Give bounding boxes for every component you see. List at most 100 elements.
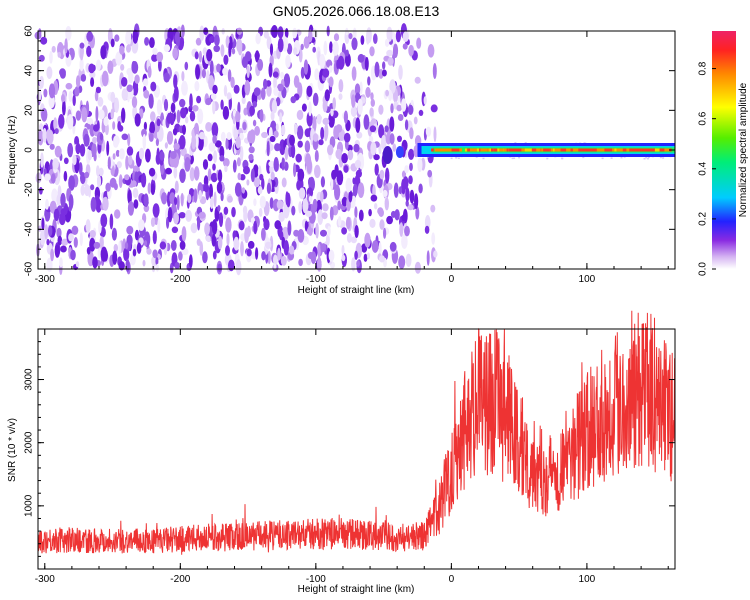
noise-speckle xyxy=(248,153,254,161)
noise-speckle xyxy=(320,229,327,237)
noise-speckle xyxy=(404,225,410,237)
noise-speckle xyxy=(142,134,147,150)
noise-speckle xyxy=(194,80,200,92)
noise-speckle xyxy=(207,168,212,181)
noise-speckle xyxy=(150,183,156,196)
noise-speckle xyxy=(306,111,313,127)
noise-speckle xyxy=(341,196,348,207)
noise-speckle xyxy=(337,216,342,227)
x-tick-label: 100 xyxy=(579,574,596,585)
noise-speckle xyxy=(329,206,334,221)
noise-speckle xyxy=(126,225,134,235)
noise-speckle xyxy=(67,142,74,158)
noise-speckle xyxy=(179,240,186,250)
noise-speckle xyxy=(216,63,221,73)
noise-speckle xyxy=(118,240,122,255)
noise-speckle xyxy=(389,241,397,252)
noise-speckle xyxy=(152,230,157,245)
snr-frame xyxy=(37,328,676,570)
band-speckle xyxy=(659,156,662,159)
noise-speckle xyxy=(208,142,216,152)
noise-speckle xyxy=(351,195,356,204)
noise-speckle xyxy=(249,105,256,116)
noise-speckle xyxy=(382,61,386,70)
y-tick-label: 2000 xyxy=(24,431,35,454)
noise-speckle xyxy=(373,33,378,44)
band-peak xyxy=(626,148,630,152)
noise-speckle xyxy=(378,104,384,115)
noise-speckle xyxy=(113,243,119,252)
noise-speckle xyxy=(233,236,240,251)
noise-speckle xyxy=(306,228,312,235)
noise-speckle xyxy=(40,152,44,168)
noise-speckle xyxy=(158,58,162,72)
noise-speckle xyxy=(169,151,177,159)
noise-speckle xyxy=(147,182,151,195)
noise-speckle xyxy=(100,45,107,60)
colorbar-label: Normalized spectral amplitude xyxy=(738,82,749,217)
noise-speckle xyxy=(163,44,171,53)
noise-speckle xyxy=(425,126,432,137)
noise-speckle xyxy=(211,233,217,247)
noise-speckle xyxy=(427,44,435,58)
noise-speckle xyxy=(298,187,306,200)
noise-speckle xyxy=(121,77,128,87)
band-peak xyxy=(665,148,670,152)
noise-speckle xyxy=(86,117,94,125)
noise-speckle xyxy=(112,250,118,265)
x-tick-label: 0 xyxy=(449,274,455,285)
noise-speckle xyxy=(252,101,258,108)
noise-speckle xyxy=(291,205,296,216)
noise-speckle xyxy=(185,209,193,222)
noise-speckle xyxy=(193,166,200,181)
noise-speckle xyxy=(235,136,241,149)
noise-speckle xyxy=(164,142,168,149)
noise-speckle xyxy=(389,116,395,132)
noise-speckle xyxy=(194,122,200,137)
noise-speckle xyxy=(239,146,244,161)
noise-speckle xyxy=(413,145,419,158)
band-speckle xyxy=(645,156,648,159)
noise-speckle xyxy=(171,226,179,234)
band-peak xyxy=(573,148,581,152)
noise-speckle xyxy=(427,169,433,178)
noise-speckle xyxy=(328,76,334,88)
noise-speckle xyxy=(41,217,45,231)
noise-speckle xyxy=(261,177,265,190)
noise-speckle xyxy=(193,188,198,203)
noise-speckle xyxy=(388,89,393,102)
noise-speckle xyxy=(329,41,333,54)
y-tick-label: 60 xyxy=(24,25,35,37)
noise-speckle xyxy=(93,124,100,132)
noise-speckle xyxy=(293,75,300,88)
noise-speckle xyxy=(423,96,427,105)
spectrogram-x-ticks: -300 -200 -100 0 100 xyxy=(35,31,669,285)
noise-speckle xyxy=(328,65,333,73)
noise-speckle xyxy=(314,164,321,178)
noise-speckle xyxy=(322,98,328,113)
noise-speckle xyxy=(112,121,116,130)
noise-speckle xyxy=(59,68,66,77)
noise-speckle xyxy=(196,95,202,104)
noise-speckle xyxy=(222,106,230,120)
noise-speckle xyxy=(173,197,178,206)
noise-speckle xyxy=(97,96,104,107)
noise-speckle xyxy=(155,263,159,272)
noise-speckle xyxy=(209,60,214,76)
noise-speckle xyxy=(68,175,75,191)
noise-speckle xyxy=(385,167,390,184)
noise-speckle xyxy=(354,159,362,169)
noise-speckle xyxy=(152,47,158,55)
noise-speckle xyxy=(86,247,91,255)
noise-speckle xyxy=(370,92,374,101)
noise-speckle xyxy=(414,261,421,274)
noise-speckle xyxy=(396,104,402,112)
noise-speckle xyxy=(416,37,422,49)
noise-speckle xyxy=(312,46,317,53)
noise-speckle xyxy=(424,225,430,234)
noise-speckle xyxy=(350,106,357,117)
noise-speckle xyxy=(316,113,322,125)
noise-speckle xyxy=(144,37,150,46)
noise-speckle xyxy=(272,71,279,78)
noise-speckle xyxy=(409,189,415,204)
